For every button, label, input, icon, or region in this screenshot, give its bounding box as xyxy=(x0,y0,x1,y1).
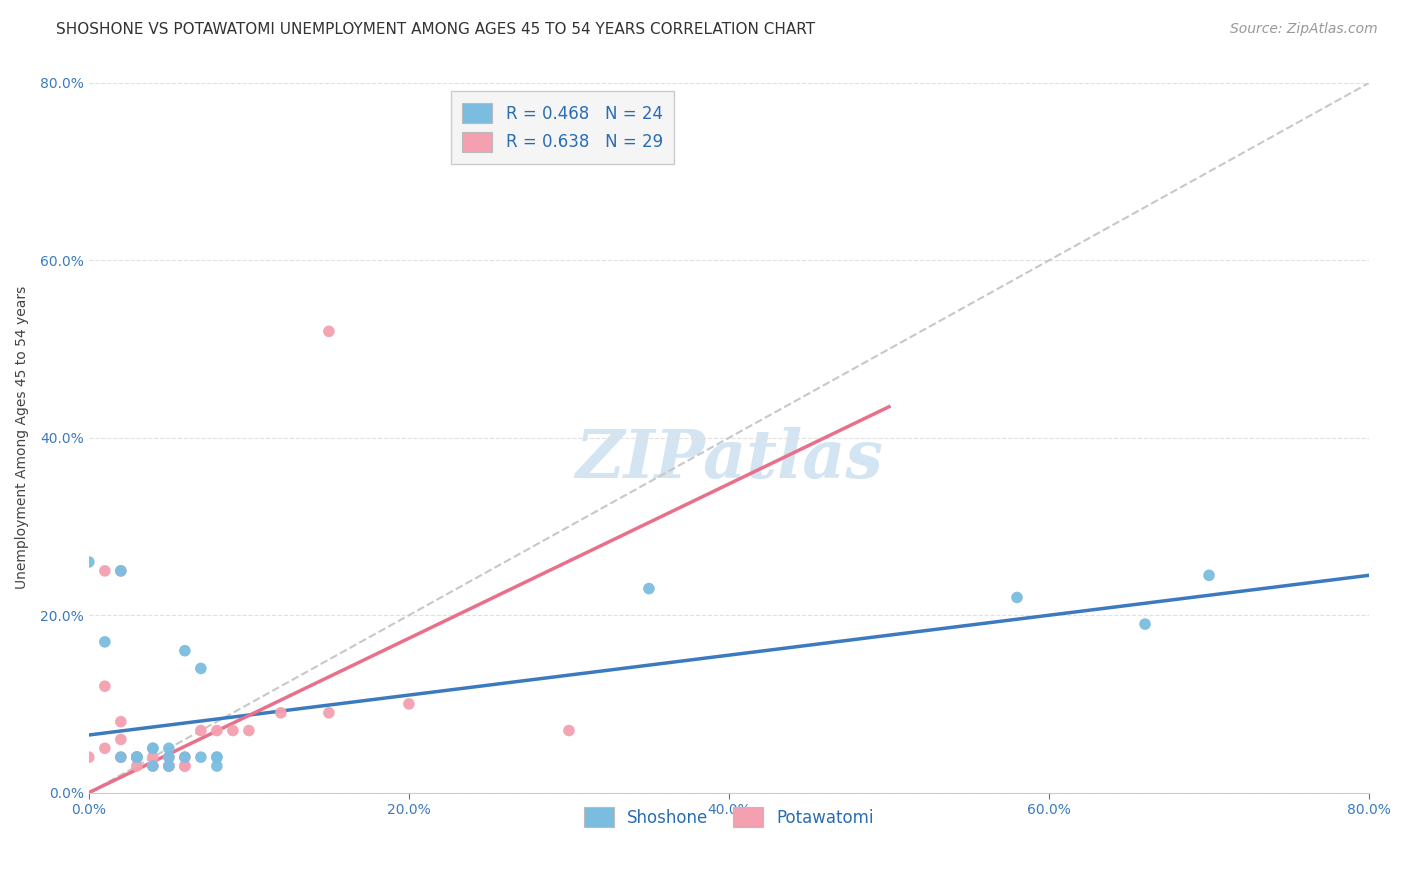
Point xyxy=(125,750,148,764)
Point xyxy=(270,706,292,720)
Point xyxy=(142,759,165,773)
Point xyxy=(77,750,100,764)
Point xyxy=(205,750,228,764)
Point xyxy=(142,741,165,756)
Legend: Shoshone, Potawatomi: Shoshone, Potawatomi xyxy=(576,800,880,834)
Text: SHOSHONE VS POTAWATOMI UNEMPLOYMENT AMONG AGES 45 TO 54 YEARS CORRELATION CHART: SHOSHONE VS POTAWATOMI UNEMPLOYMENT AMON… xyxy=(56,22,815,37)
Point xyxy=(558,723,581,738)
Point xyxy=(318,324,340,338)
Point xyxy=(157,759,180,773)
Point xyxy=(94,564,117,578)
Y-axis label: Unemployment Among Ages 45 to 54 years: Unemployment Among Ages 45 to 54 years xyxy=(15,286,30,590)
Point xyxy=(142,759,165,773)
Point xyxy=(125,750,148,764)
Point xyxy=(142,741,165,756)
Point xyxy=(173,750,195,764)
Point xyxy=(1198,568,1220,582)
Point xyxy=(173,759,195,773)
Point xyxy=(157,759,180,773)
Point xyxy=(125,750,148,764)
Point xyxy=(173,643,195,657)
Point xyxy=(94,635,117,649)
Text: ZIPatlas: ZIPatlas xyxy=(575,426,883,491)
Point xyxy=(110,564,132,578)
Point xyxy=(238,723,260,738)
Point xyxy=(205,759,228,773)
Point xyxy=(205,750,228,764)
Point xyxy=(222,723,245,738)
Point xyxy=(157,741,180,756)
Point xyxy=(125,750,148,764)
Point xyxy=(110,750,132,764)
Point xyxy=(398,697,420,711)
Point xyxy=(142,750,165,764)
Point xyxy=(110,732,132,747)
Point xyxy=(77,555,100,569)
Point xyxy=(125,759,148,773)
Point xyxy=(205,723,228,738)
Point xyxy=(318,706,340,720)
Point xyxy=(94,741,117,756)
Text: Source: ZipAtlas.com: Source: ZipAtlas.com xyxy=(1230,22,1378,37)
Point xyxy=(173,750,195,764)
Point xyxy=(157,750,180,764)
Point xyxy=(110,750,132,764)
Point xyxy=(190,661,212,675)
Point xyxy=(157,759,180,773)
Point xyxy=(638,582,661,596)
Point xyxy=(173,759,195,773)
Point xyxy=(190,750,212,764)
Point xyxy=(125,750,148,764)
Point xyxy=(94,679,117,693)
Point xyxy=(1133,617,1156,632)
Point xyxy=(190,723,212,738)
Point xyxy=(157,750,180,764)
Point xyxy=(125,750,148,764)
Point xyxy=(110,714,132,729)
Point xyxy=(110,564,132,578)
Point xyxy=(1005,591,1028,605)
